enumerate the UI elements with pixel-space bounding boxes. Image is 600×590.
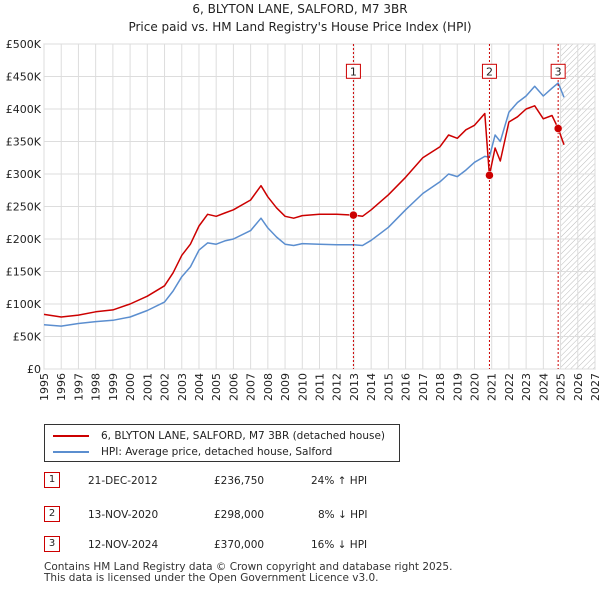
sale-price: £298,000	[214, 509, 265, 521]
sale-marker-box	[345, 63, 361, 79]
y-tick-label: £350K	[6, 136, 42, 149]
x-tick-label: 2018	[434, 373, 447, 401]
y-tick-label: £500K	[6, 38, 42, 51]
x-tick-label: 1996	[55, 373, 68, 401]
x-tick-label: 2006	[227, 373, 240, 401]
x-tick-label: 2014	[365, 373, 378, 401]
x-tick-label: 2009	[279, 373, 292, 401]
x-tick-label: 1995	[38, 373, 51, 401]
x-tick-label: 2007	[245, 373, 258, 401]
property-price-line	[43, 105, 565, 318]
y-tick-label: £300K	[6, 168, 42, 181]
x-tick-label: 1998	[90, 373, 103, 401]
y-tick-label: £50K	[13, 331, 42, 344]
price-chart: 6, BLYTON LANE, SALFORD, M7 3BR Price pa…	[6, 2, 600, 401]
sale-marker-box	[550, 63, 566, 79]
x-tick-label: 2000	[124, 373, 137, 401]
x-tick-label: 2015	[382, 373, 395, 401]
sale-hpi: 8% ↓ HPI	[318, 509, 368, 521]
sale-point	[349, 210, 358, 220]
footer-licence: This data is licensed under the Open Gov…	[44, 572, 379, 584]
hpi-line	[43, 82, 565, 327]
x-tick-label: 2021	[486, 373, 499, 401]
x-tick-label: 2005	[210, 373, 223, 401]
x-tick-label: 2011	[314, 373, 327, 401]
y-tick-label: £100K	[6, 298, 42, 311]
x-tick-label: 2013	[348, 373, 361, 401]
table-row: 2 13-NOV-2020 £298,000 8% ↓ HPI	[44, 506, 564, 526]
sale-hpi: 16% ↓ HPI	[311, 539, 368, 551]
legend-label-hpi: HPI: Average price, detached house, Salf…	[101, 446, 333, 458]
sale-point	[485, 171, 494, 180]
sale-marker-badge: 1	[44, 472, 60, 488]
x-tick-label: 2023	[520, 373, 533, 401]
sale-marker-label: 3	[555, 65, 562, 78]
sale-marker-badge: 2	[44, 506, 60, 522]
sale-marker-badge: 3	[44, 536, 60, 552]
sale-price: £236,750	[214, 475, 265, 487]
legend-swatch-hpi	[53, 451, 89, 453]
x-tick-label: 2003	[176, 373, 189, 401]
y-tick-label: £250K	[6, 201, 42, 214]
x-tick-label: 2024	[537, 373, 550, 401]
sale-hpi: 24% ↑ HPI	[311, 475, 368, 487]
y-tick-label: £0	[27, 363, 41, 376]
y-tick-label: £450K	[6, 71, 42, 84]
sale-marker-label: 1	[350, 65, 357, 78]
x-tick-label: 2002	[159, 373, 172, 401]
x-tick-label: 2027	[589, 373, 600, 401]
x-tick-label: 2017	[417, 373, 430, 401]
x-tick-label: 2026	[572, 373, 585, 401]
x-tick-label: 2004	[193, 373, 206, 401]
sale-marker-label: 2	[486, 65, 493, 78]
x-tick-label: 2022	[503, 373, 516, 401]
sale-marker-box	[481, 63, 497, 79]
y-tick-label: £400K	[6, 103, 42, 116]
footer: Contains HM Land Registry data © Crown c…	[44, 562, 452, 584]
legend-item-hpi: HPI: Average price, detached house, Salf…	[53, 444, 332, 460]
x-tick-label: 1999	[107, 373, 120, 401]
x-tick-label: 2008	[262, 373, 275, 401]
x-tick-label: 2012	[331, 373, 344, 401]
sale-price: £370,000	[214, 539, 265, 551]
y-tick-label: £150K	[6, 266, 42, 279]
chart-subtitle: Price paid vs. HM Land Registry's House …	[128, 20, 471, 34]
x-tick-label: 2020	[468, 373, 481, 401]
legend-swatch-property	[53, 435, 89, 437]
x-tick-label: 2025	[555, 373, 568, 401]
sale-point	[553, 124, 563, 133]
sale-date: 12-NOV-2024	[88, 539, 159, 551]
chart-title: 6, BLYTON LANE, SALFORD, M7 3BR	[192, 2, 407, 16]
x-tick-label: 2019	[451, 373, 464, 401]
x-tick-label: 2001	[141, 373, 154, 401]
x-tick-label: 2016	[400, 373, 413, 401]
sale-date: 13-NOV-2020	[88, 509, 159, 521]
x-tick-label: 2010	[296, 373, 309, 401]
y-tick-label: £200K	[6, 233, 42, 246]
sale-date: 21-DEC-2012	[88, 475, 158, 487]
table-row: 3 12-NOV-2024 £370,000 16% ↓ HPI	[44, 536, 564, 556]
x-tick-label: 1997	[72, 373, 85, 401]
legend: 6, BLYTON LANE, SALFORD, M7 3BR (detache…	[44, 424, 400, 462]
table-row: 1 21-DEC-2012 £236,750 24% ↑ HPI	[44, 472, 564, 492]
legend-item-property: 6, BLYTON LANE, SALFORD, M7 3BR (detache…	[53, 428, 385, 444]
footer-copyright: Contains HM Land Registry data © Crown c…	[44, 561, 453, 573]
legend-label-property: 6, BLYTON LANE, SALFORD, M7 3BR (detache…	[101, 430, 386, 442]
